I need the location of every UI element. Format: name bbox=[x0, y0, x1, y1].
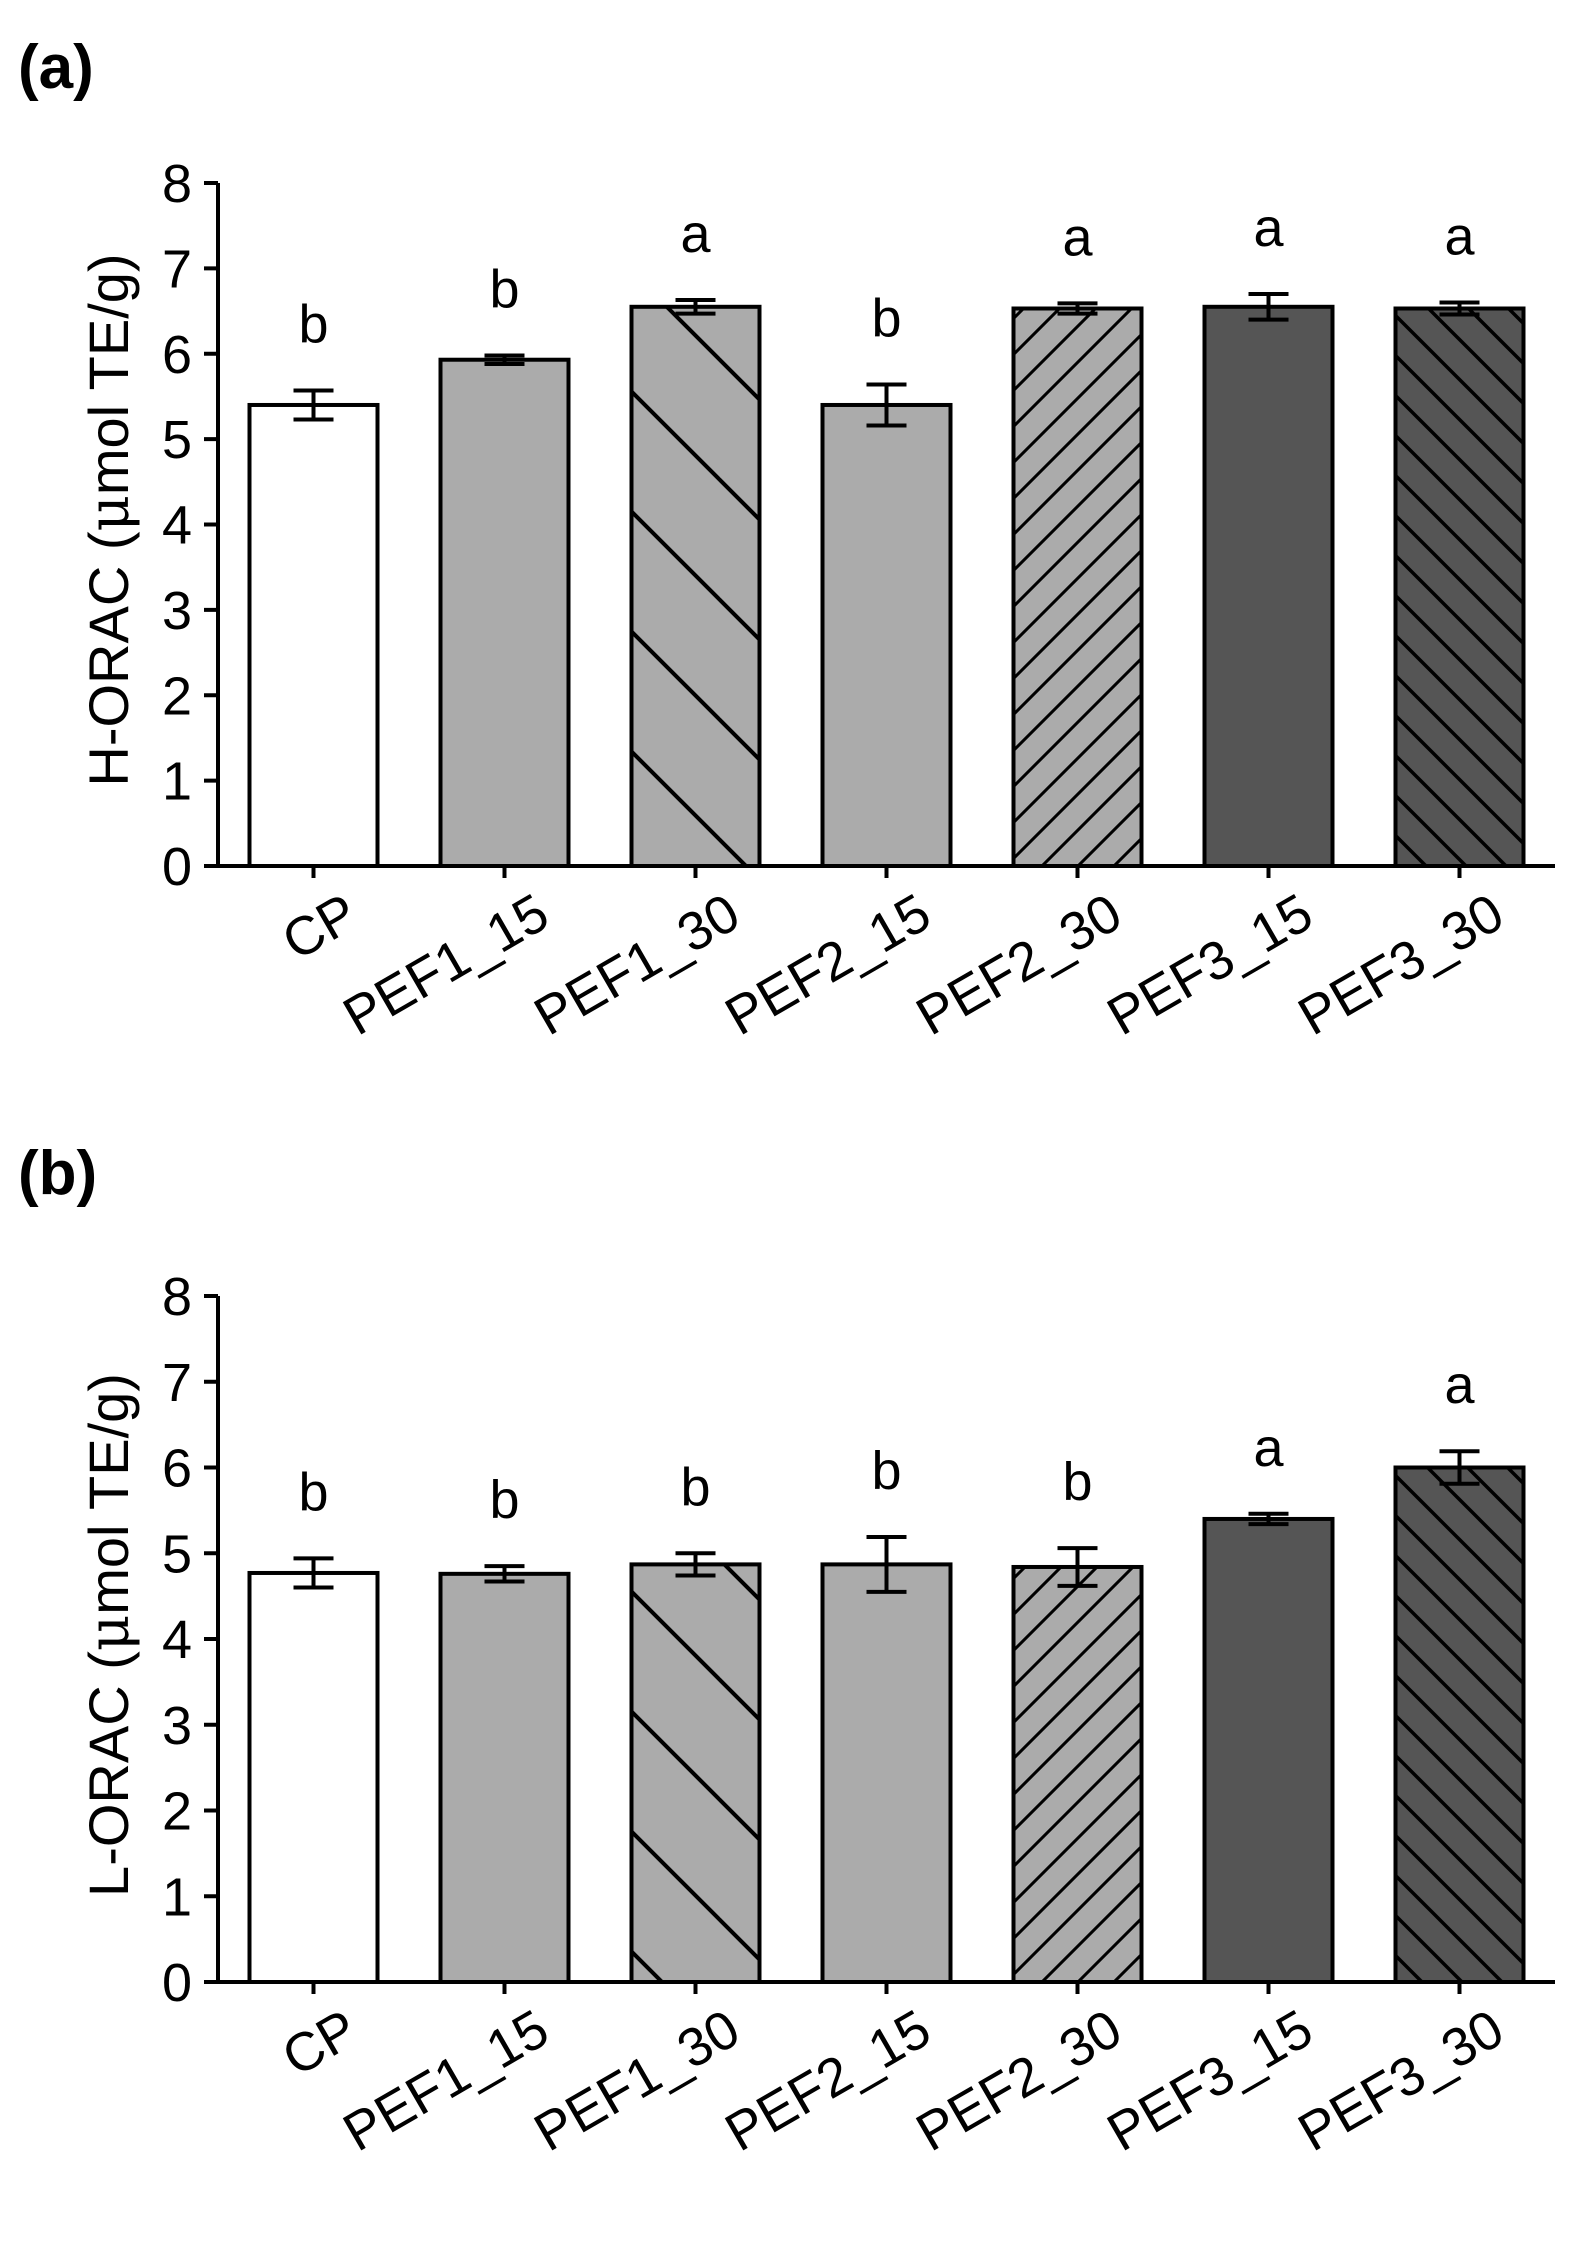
bar-pef3-30 bbox=[1393, 1465, 1526, 1984]
y-tick-label: 7 bbox=[162, 1353, 192, 1413]
x-tick-label: PEF3_15 bbox=[1098, 1998, 1323, 2163]
y-tick-label: 7 bbox=[162, 239, 192, 299]
significance-letter: a bbox=[1253, 198, 1284, 258]
y-tick-label: 6 bbox=[162, 325, 192, 385]
panel-a: (a) H-ORAC (μmol TE/g) 0 1 2 3 4 5 6 7 8 b CP b PEF1… bbox=[18, 33, 1555, 1047]
y-tick-label: 1 bbox=[162, 1867, 192, 1927]
significance-letter: b bbox=[489, 259, 519, 319]
significance-letter: b bbox=[871, 288, 901, 348]
bar-pef1-15 bbox=[438, 1571, 571, 1984]
significance-letter: b bbox=[871, 1441, 901, 1501]
bar-pef2-15 bbox=[820, 1562, 953, 1984]
x-tick-label: CP bbox=[273, 882, 368, 971]
significance-letter: b bbox=[680, 1457, 710, 1517]
significance-letter: a bbox=[1444, 1355, 1475, 1415]
significance-letter: b bbox=[1062, 1452, 1092, 1512]
significance-letter: a bbox=[1253, 1418, 1284, 1478]
y-tick-label: 8 bbox=[162, 154, 192, 214]
y-tick-label: 5 bbox=[162, 410, 192, 470]
y-tick-label: 0 bbox=[162, 1953, 192, 2013]
y-tick-label: 4 bbox=[162, 1610, 192, 1670]
x-tick-label: PEF2_30 bbox=[907, 882, 1132, 1047]
bar-pef1-30 bbox=[629, 1562, 762, 1984]
y-tick-label: 3 bbox=[162, 1696, 192, 1756]
y-tick-label: 6 bbox=[162, 1439, 192, 1499]
y-axis-title: L-ORAC (μmol TE/g) bbox=[77, 1373, 142, 1897]
x-tick-label: PEF2_30 bbox=[907, 1998, 1132, 2163]
bar-pef2-30 bbox=[1011, 1564, 1144, 1984]
x-tick-label: PEF3_30 bbox=[1289, 882, 1514, 1047]
x-tick-label: PEF1_15 bbox=[334, 1998, 559, 2163]
significance-letter: a bbox=[680, 204, 711, 264]
significance-letter: b bbox=[298, 1462, 328, 1522]
significance-letter: b bbox=[298, 294, 328, 354]
bar-pef3-30 bbox=[1393, 306, 1526, 869]
x-tick-label: PEF2_15 bbox=[716, 882, 941, 1047]
x-tick-label: PEF3_15 bbox=[1098, 882, 1323, 1047]
x-tick-label: CP bbox=[273, 1998, 368, 2087]
bar-pef2-15 bbox=[820, 402, 953, 868]
bar-pef2-30 bbox=[1011, 306, 1144, 869]
y-tick-label: 4 bbox=[162, 496, 192, 556]
y-tick-label: 0 bbox=[162, 837, 192, 897]
bar-pef3-15 bbox=[1202, 1516, 1335, 1984]
plot-area: 0 1 2 3 4 5 6 7 8 b CP b PEF1_15 a PEF1_30 b PEF2_15 a PEF… bbox=[162, 154, 1555, 1047]
y-tick-label: 1 bbox=[162, 752, 192, 812]
x-tick-label: PEF1_30 bbox=[525, 882, 750, 1047]
bar-cp bbox=[247, 1570, 380, 1985]
bar-pef1-15 bbox=[438, 357, 571, 868]
plot-area: 0 1 2 3 4 5 6 7 8 b CP b PEF1_15 b PEF1_30 b PEF2_15 b PEF… bbox=[162, 1267, 1555, 2163]
panel-b: (b) L-ORAC (μmol TE/g) 0 1 2 3 4 5 6 7 8 b CP b PEF1… bbox=[18, 1139, 1555, 2163]
panel-label: (a) bbox=[18, 33, 94, 102]
x-tick-label: PEF2_15 bbox=[716, 1998, 941, 2163]
y-tick-label: 8 bbox=[162, 1267, 192, 1327]
y-tick-label: 5 bbox=[162, 1524, 192, 1584]
x-tick-label: PEF3_30 bbox=[1289, 1998, 1514, 2163]
significance-letter: a bbox=[1062, 207, 1093, 267]
bar-cp bbox=[247, 402, 380, 868]
y-axis-title: H-ORAC (μmol TE/g) bbox=[77, 253, 142, 786]
bar-pef3-15 bbox=[1202, 304, 1335, 868]
significance-letter: b bbox=[489, 1470, 519, 1530]
y-tick-label: 2 bbox=[162, 666, 192, 726]
y-tick-label: 2 bbox=[162, 1782, 192, 1842]
panel-label: (b) bbox=[18, 1139, 97, 1208]
y-tick-label: 3 bbox=[162, 581, 192, 641]
x-tick-label: PEF1_30 bbox=[525, 1998, 750, 2163]
bar-pef1-30 bbox=[629, 304, 762, 868]
x-tick-label: PEF1_15 bbox=[334, 882, 559, 1047]
significance-letter: a bbox=[1444, 207, 1475, 267]
